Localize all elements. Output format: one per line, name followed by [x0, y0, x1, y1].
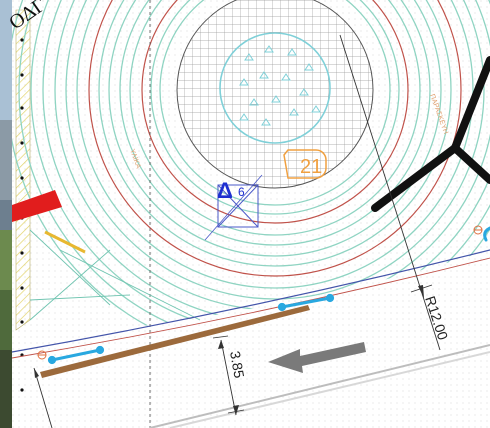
- plaza-edge-outer: [11, 257, 490, 359]
- central-grid-paving: [176, 0, 374, 189]
- curb-strip: [40, 305, 310, 378]
- plaza-edge: [11, 249, 490, 353]
- tree-canopy: [219, 32, 331, 144]
- survey-point-markers: [37, 225, 483, 360]
- hose-icon: [47, 226, 490, 365]
- red-pointer-icon: [12, 190, 62, 222]
- hatched-strip: [15, 9, 31, 331]
- yellow-marker-line: [44, 230, 86, 254]
- direction-arrow-icon: [268, 342, 366, 373]
- marker-number: 21: [300, 156, 322, 178]
- leader-line: [33, 367, 53, 428]
- leader-arrowhead: [34, 368, 39, 378]
- road-edge: [149, 344, 490, 428]
- delta-subscript: 6: [238, 185, 245, 199]
- delta-label: Δ: [217, 178, 233, 203]
- delta-marker-icon[interactable]: Δ 6: [204, 174, 263, 241]
- guide-lines: [29, 229, 201, 321]
- offset-dimension: 3.85: [212, 335, 248, 416]
- marker-21[interactable]: 21: [283, 149, 327, 179]
- tripod-structure-icon: [371, 56, 490, 212]
- photo-strip: [0, 0, 12, 428]
- offset-dimension-label: 3.85: [227, 350, 248, 380]
